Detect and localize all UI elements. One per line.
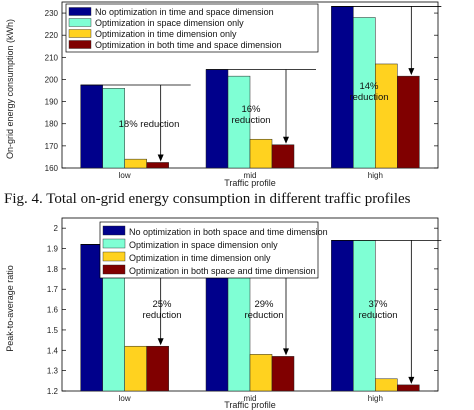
y-tick-label: 180 [45, 120, 59, 129]
bar-high-series-1 [331, 240, 354, 392]
bar-mid-series-4 [271, 356, 295, 392]
y-tick-label: 1.3 [47, 367, 59, 376]
bar-low-series-1 [80, 84, 103, 169]
bar-high-series-1 [331, 6, 354, 169]
bar-mid-series-2 [227, 75, 251, 169]
reduction-label-mid: 16% [241, 104, 261, 115]
x-axis-label: Traffic profile [224, 178, 276, 188]
y-axis-label: Peak-to-average ratio [5, 265, 15, 352]
y-tick-label: 210 [45, 53, 59, 62]
reduction-arrowhead-mid [283, 136, 289, 144]
legend-swatch [68, 29, 92, 38]
reduction-label-mid: 29% [254, 299, 274, 310]
legend-label: No optimization in both space and time d… [129, 227, 328, 237]
y-tick-label: 1.8 [47, 265, 59, 274]
y-tick-label: 220 [45, 31, 59, 40]
bar-low-series-4 [146, 162, 169, 169]
reduction-label-high: 14% [359, 81, 379, 92]
legend-label: Optimization in space dimension only [129, 240, 278, 250]
bar-high-series-3 [375, 63, 398, 169]
legend-label: Optimization in space dimension only [95, 18, 244, 28]
bar-high-series-4 [397, 384, 420, 392]
y-tick-label: 170 [45, 142, 59, 151]
legend-label: Optimization in both time and space dime… [95, 40, 282, 50]
legend-swatch [102, 238, 126, 249]
x-tick-label: high [368, 394, 383, 403]
bar-mid-series-1 [205, 69, 229, 169]
y-tick-label: 1.4 [47, 346, 59, 355]
figure-caption: Fig. 4. Total on-grid energy consumption… [4, 191, 411, 207]
y-axis-label: On-grid energy consumption (kWh) [5, 19, 15, 159]
bar-low-series-1 [80, 244, 103, 392]
reduction-label-mid: reduction [231, 115, 270, 126]
x-tick-label: high [368, 171, 383, 180]
y-tick-label: 160 [45, 164, 59, 173]
y-tick-label: 1.7 [47, 285, 59, 294]
legend-swatch [68, 7, 92, 16]
bar-mid-series-3 [249, 138, 273, 169]
reduction-arrowhead-low [157, 338, 164, 346]
reduction-arrowhead-high [408, 376, 415, 384]
y-tick-label: 200 [45, 75, 59, 84]
reduction-arrowhead-high [408, 68, 415, 76]
legend-swatch [68, 40, 92, 49]
reduction-label-low: 25% [152, 299, 172, 310]
y-tick-label: 1.9 [47, 245, 59, 254]
bar-mid-series-3 [249, 354, 273, 392]
legend-label: No optimization in time and space dimens… [95, 7, 274, 17]
x-tick-label: mid [244, 394, 257, 403]
y-tick-label: 190 [45, 98, 59, 107]
reduction-label-low: 18% reduction [119, 119, 180, 130]
legend-box [99, 221, 319, 279]
legend-swatch [102, 251, 126, 262]
legend-swatch [102, 264, 126, 275]
bar-high-series-3 [375, 378, 398, 392]
x-tick-label: low [119, 171, 131, 180]
reduction-label-mid: reduction [244, 310, 283, 321]
legend-label: Optimization in both space and time dime… [129, 266, 316, 276]
reduction-label-high: reduction [358, 310, 397, 321]
reduction-arrowhead-mid [283, 348, 289, 356]
legend-label: Optimization in time dimension only [129, 253, 271, 263]
peak-to-average-chart: 1.21.31.41.51.61.71.81.92low25%reduction… [5, 217, 442, 410]
bar-high-series-4 [397, 75, 420, 169]
bar-low-series-3 [124, 158, 147, 169]
bar-low-series-3 [124, 345, 147, 392]
x-axis-label: Traffic profile [224, 400, 276, 410]
y-tick-label: 2 [54, 224, 59, 233]
bar-mid-series-4 [271, 144, 295, 169]
bar-low-series-4 [146, 345, 169, 392]
legend-swatch [68, 18, 92, 27]
reduction-label-high: 37% [368, 299, 388, 310]
legend-swatch [102, 225, 126, 236]
energy-consumption-chart: 160 170 180 190 200 210 220 230 low 18% reduction… [5, 1, 442, 188]
y-tick-label: 1.5 [47, 326, 59, 335]
x-tick-label: low [119, 394, 131, 403]
reduction-label-low: reduction [142, 310, 181, 321]
bar-low-series-2 [102, 88, 125, 169]
y-tick-label: 1.6 [47, 306, 59, 315]
legend-label: Optimization in time dimension only [95, 29, 237, 39]
x-tick-label: mid [244, 171, 257, 180]
legend-box [65, 3, 319, 53]
y-tick-label: 1.2 [47, 387, 59, 396]
reduction-label-high: reduction [349, 92, 388, 103]
y-tick-label: 230 [45, 9, 59, 18]
reduction-arrowhead-low [157, 154, 164, 162]
